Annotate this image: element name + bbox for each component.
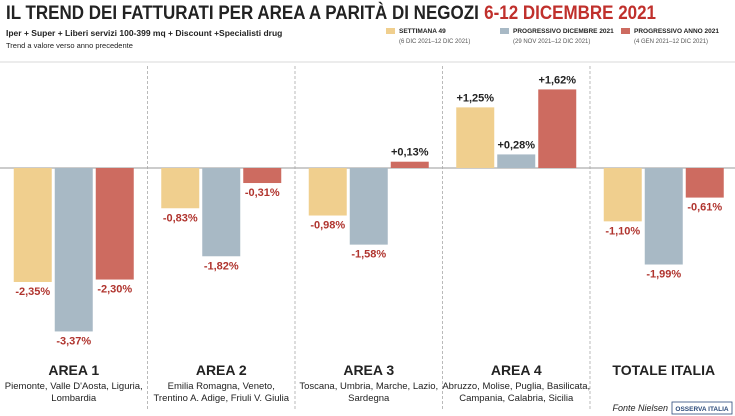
value-label: -2,35% bbox=[15, 286, 50, 298]
bar bbox=[538, 89, 577, 168]
category-note: Trentino A. Adige, Friuli V. Giulia bbox=[153, 393, 289, 404]
category-note: Abruzzo, Molise, Puglia, Basilicata, bbox=[442, 381, 590, 392]
bar bbox=[308, 168, 347, 216]
subtitle: Iper + Super + Liberi servizi 100-399 mq… bbox=[6, 28, 282, 38]
value-label: -1,82% bbox=[204, 260, 239, 272]
value-label: -0,98% bbox=[310, 220, 345, 232]
bar bbox=[202, 168, 241, 257]
category-label: TOTALE ITALIA bbox=[612, 362, 715, 378]
value-label: -0,61% bbox=[687, 202, 722, 214]
note: Trend a valore verso anno precedente bbox=[6, 41, 133, 50]
bar bbox=[685, 168, 724, 198]
chart-title-line: IL TREND DEI FATTURATI PER AREA A PARITÀ… bbox=[6, 2, 656, 24]
legend-label: PROGRESSIVO DICEMBRE 2021 bbox=[513, 28, 614, 35]
value-label: -0,83% bbox=[163, 212, 198, 224]
bar bbox=[243, 168, 282, 184]
category-note: Emilia Romagna, Veneto, bbox=[168, 381, 275, 392]
legend-period: (4 GEN 2021–12 DIC 2021) bbox=[634, 39, 708, 45]
legend-period: (6 DIC 2021–12 DIC 2021) bbox=[399, 39, 470, 45]
logo: OSSERVA ITALIA bbox=[675, 406, 729, 413]
value-label: -1,10% bbox=[605, 225, 640, 237]
category-note: Sardegna bbox=[348, 393, 390, 404]
category-label: AREA 2 bbox=[196, 362, 247, 378]
bar bbox=[161, 168, 200, 209]
bar bbox=[95, 168, 134, 280]
category-label: AREA 3 bbox=[343, 362, 394, 378]
legend-swatch bbox=[386, 28, 395, 34]
bar bbox=[390, 161, 429, 168]
value-label: -1,99% bbox=[646, 269, 681, 281]
legend-period: (29 NOV 2021–12 DIC 2021) bbox=[513, 39, 590, 45]
chart-title: IL TREND DEI FATTURATI PER AREA A PARITÀ… bbox=[6, 2, 479, 24]
bar bbox=[497, 154, 536, 168]
bar bbox=[54, 168, 93, 332]
category-label: AREA 1 bbox=[48, 362, 99, 378]
category-note: Piemonte, Valle D'Aosta, Liguria, bbox=[5, 381, 143, 392]
bar bbox=[644, 168, 683, 265]
bar bbox=[456, 107, 495, 168]
value-label: +1,62% bbox=[538, 74, 576, 86]
category-label: AREA 4 bbox=[491, 362, 542, 378]
category-note: Lombardia bbox=[51, 393, 97, 404]
legend-swatch bbox=[500, 28, 509, 34]
bar bbox=[13, 168, 52, 282]
bar bbox=[603, 168, 642, 222]
value-label: -0,31% bbox=[245, 187, 280, 199]
bar bbox=[349, 168, 388, 245]
value-label: +1,25% bbox=[456, 92, 494, 104]
value-label: +0,13% bbox=[391, 147, 429, 159]
legend-label: SETTIMANA 49 bbox=[399, 28, 446, 35]
value-label: -1,58% bbox=[351, 249, 386, 261]
legend-swatch bbox=[621, 28, 630, 34]
logo-box bbox=[671, 401, 733, 415]
value-label: +0,28% bbox=[497, 139, 535, 151]
legend-label: PROGRESSIVO ANNO 2021 bbox=[634, 28, 719, 35]
source: Fonte Nielsen bbox=[612, 403, 668, 413]
value-label: -3,37% bbox=[56, 335, 91, 347]
category-note: Toscana, Umbria, Marche, Lazio, bbox=[299, 381, 438, 392]
chart-title-highlight: 6-12 DICEMBRE 2021 bbox=[484, 3, 656, 24]
value-label: -2,30% bbox=[97, 284, 132, 296]
category-note: Campania, Calabria, Sicilia bbox=[459, 393, 574, 404]
